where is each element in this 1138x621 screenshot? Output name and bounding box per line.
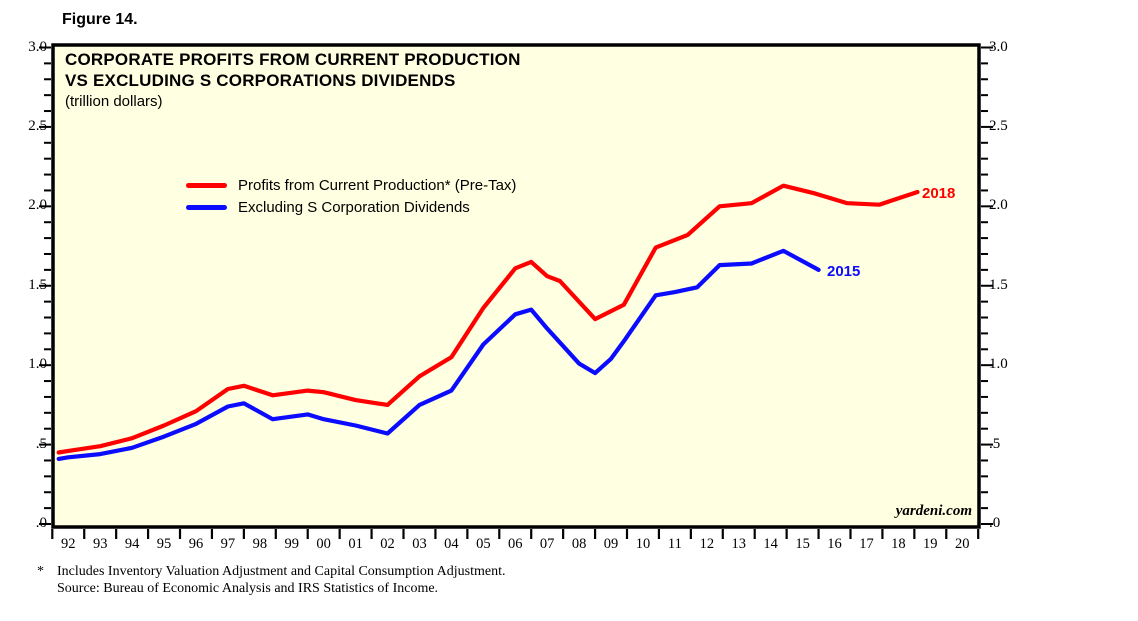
footnote: * Includes Inventory Valuation Adjustmen…: [37, 563, 505, 597]
legend-label-current-production: Profits from Current Production* (Pre-Ta…: [238, 176, 517, 194]
blue-series-line: [56, 248, 821, 461]
blue-series-end-year-label: 2015: [827, 263, 861, 280]
blue-line-swatch-icon: [186, 204, 227, 210]
red-line-swatch-icon: [186, 182, 227, 188]
footnote-marker: *: [37, 564, 44, 579]
legend-item-excluding-scorp: Excluding S Corporation Dividends: [186, 196, 516, 218]
chart-title-line1: CORPORATE PROFITS FROM CURRENT PRODUCTIO…: [65, 50, 521, 69]
red-series-line: [56, 183, 920, 455]
chart-legend: Profits from Current Production* (Pre-Ta…: [186, 174, 516, 218]
plot-frame: [51, 43, 981, 529]
branding-yardeni: yardeni.com: [895, 503, 972, 519]
legend-label-excluding-scorp: Excluding S Corporation Dividends: [238, 198, 470, 216]
red-series-end-year-label: 2018: [922, 185, 956, 202]
footnote-line1: Includes Inventory Valuation Adjustment …: [57, 564, 506, 579]
chart-title-line2: VS EXCLUDING S CORPORATIONS DIVIDENDS: [65, 71, 456, 90]
legend-item-current-production: Profits from Current Production* (Pre-Ta…: [186, 174, 516, 196]
chart-title-block: CORPORATE PROFITS FROM CURRENT PRODUCTIO…: [65, 49, 521, 111]
footnote-line2: Source: Bureau of Economic Analysis and …: [57, 581, 439, 596]
figure-label: Figure 14.: [62, 11, 138, 28]
chart-subtitle: (trillion dollars): [65, 93, 163, 110]
